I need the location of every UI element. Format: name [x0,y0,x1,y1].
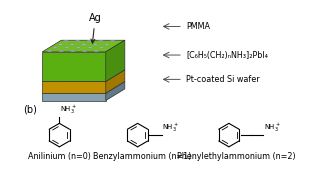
Polygon shape [106,40,125,81]
Ellipse shape [93,44,98,45]
Ellipse shape [94,50,99,52]
Ellipse shape [99,47,104,48]
Polygon shape [42,52,106,81]
Polygon shape [42,81,125,93]
Text: Benzylammonium (n=1): Benzylammonium (n=1) [93,153,191,161]
Ellipse shape [99,40,103,42]
Text: Ag: Ag [89,13,102,43]
Text: Phenylethylammonium (n=2): Phenylethylammonium (n=2) [176,153,295,161]
Polygon shape [42,81,106,93]
Text: NH$_3^+$: NH$_3^+$ [264,122,281,134]
Ellipse shape [59,50,64,52]
Ellipse shape [47,50,52,52]
Ellipse shape [58,44,63,45]
Ellipse shape [71,50,75,52]
Polygon shape [106,70,125,93]
Polygon shape [42,70,125,81]
Text: (b): (b) [23,105,37,115]
Ellipse shape [87,40,92,42]
Text: Anilinium (n=0): Anilinium (n=0) [28,153,91,161]
Polygon shape [42,40,125,52]
Ellipse shape [105,44,109,45]
Polygon shape [42,93,106,101]
Polygon shape [106,81,125,101]
Ellipse shape [82,50,87,52]
Text: [C₆H₅(CH₂)ₙNH₃]₂PbI₄: [C₆H₅(CH₂)ₙNH₃]₂PbI₄ [186,50,268,60]
Text: NH$_3^+$: NH$_3^+$ [162,122,179,134]
Ellipse shape [76,47,81,48]
Ellipse shape [82,44,86,45]
Ellipse shape [88,47,92,48]
Text: PMMA: PMMA [186,22,210,31]
Ellipse shape [64,40,69,42]
Ellipse shape [53,47,58,48]
Text: NH$_3^+$: NH$_3^+$ [60,104,77,116]
Ellipse shape [75,40,80,42]
Ellipse shape [64,47,69,48]
Text: Pt-coated Si wafer: Pt-coated Si wafer [186,75,260,84]
Ellipse shape [110,40,115,42]
Ellipse shape [70,44,75,45]
